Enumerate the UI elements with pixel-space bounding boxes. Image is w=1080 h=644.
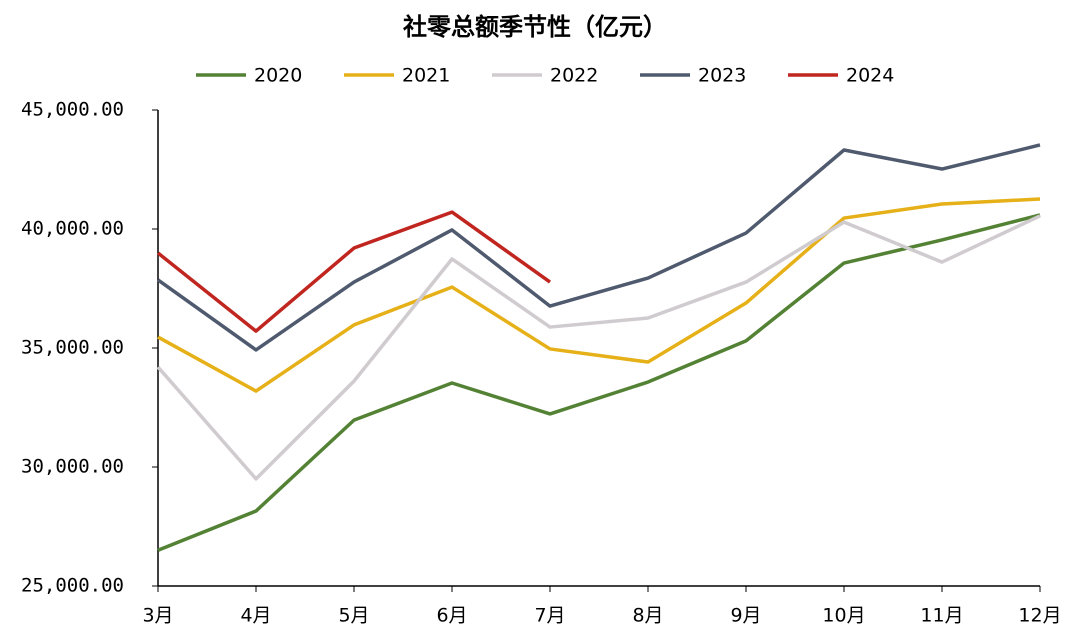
- y-tick-label: 30,000.00: [21, 456, 124, 478]
- y-tick-label: 25,000.00: [21, 575, 124, 597]
- series-line: [156, 214, 1041, 481]
- series-line: [156, 210, 552, 333]
- x-tick-label: 8月: [632, 605, 663, 627]
- chart-title: 社零总额季节性（亿元）: [403, 13, 667, 41]
- legend-label: 2021: [402, 65, 450, 87]
- x-tick-label: 12月: [1018, 605, 1061, 627]
- y-tick-label: 45,000.00: [21, 99, 124, 121]
- x-tick-label: 4月: [240, 605, 271, 627]
- x-tick-label: 7月: [534, 605, 565, 627]
- series-line: [157, 213, 1041, 552]
- x-tick-label: 9月: [730, 605, 761, 627]
- x-tick-label: 10月: [822, 605, 865, 627]
- y-tick-label: 35,000.00: [21, 337, 124, 359]
- y-tick-label: 40,000.00: [21, 218, 124, 240]
- legend-label: 2022: [550, 65, 598, 87]
- x-tick-label: 3月: [142, 605, 173, 627]
- series-line: [157, 197, 1041, 393]
- legend-label: 2024: [846, 65, 894, 87]
- legend-label: 2023: [698, 65, 746, 87]
- x-tick-label: 11月: [920, 605, 963, 627]
- x-tick-label: 5月: [338, 605, 369, 627]
- legend-label: 2020: [254, 65, 302, 87]
- x-tick-label: 6月: [436, 605, 467, 627]
- series-line: [156, 143, 1041, 352]
